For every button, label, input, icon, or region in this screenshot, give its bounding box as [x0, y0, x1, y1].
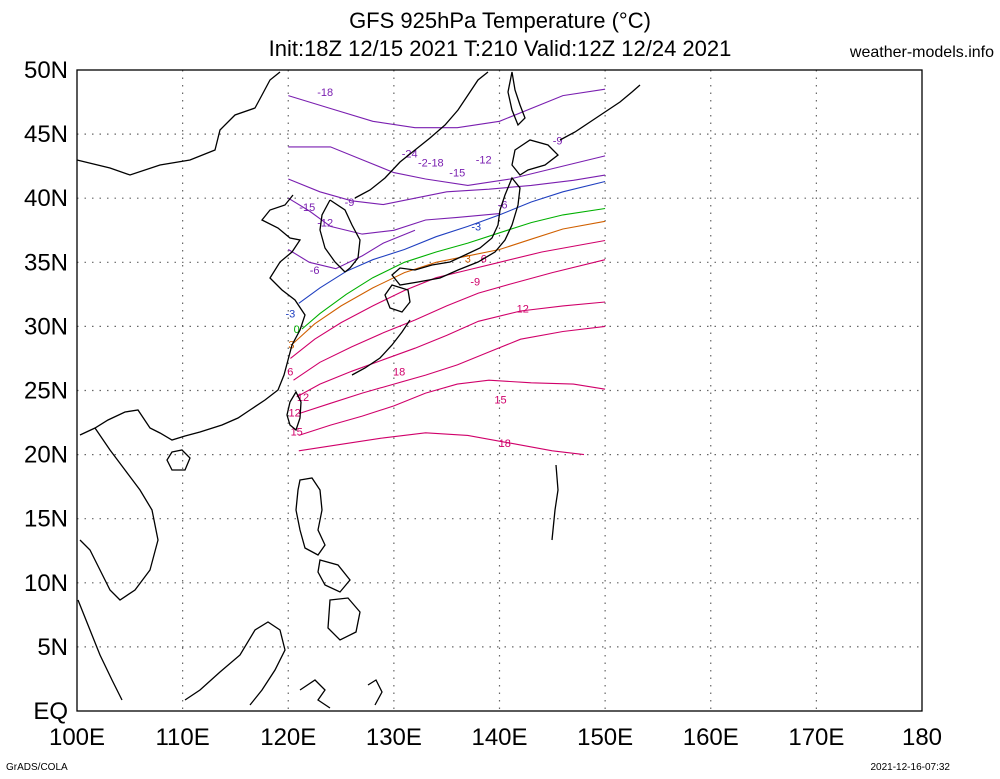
- lon-label: 100E: [49, 724, 105, 751]
- contour-line: [298, 180, 606, 304]
- contour-label: -15: [449, 168, 465, 180]
- contour-line: [298, 325, 606, 415]
- contour-label: 6: [481, 253, 487, 265]
- contour-line: [293, 220, 606, 344]
- lon-label: 140E: [471, 724, 527, 751]
- contour-label: -9: [470, 277, 480, 289]
- lat-label: 5N: [37, 634, 68, 661]
- footer-right: 2021-12-16-07:32: [870, 762, 950, 773]
- coastline-mindanao: [327, 597, 361, 641]
- coastline-borneo: [184, 621, 286, 706]
- coastline-visayas: [317, 559, 351, 593]
- contour-label: 18: [393, 366, 405, 378]
- contour-label: 12: [288, 407, 300, 419]
- contour-label: -2-18: [418, 157, 444, 169]
- lat-label: EQ: [33, 698, 68, 725]
- coastline-indochina: [79, 427, 159, 601]
- lon-label: 160E: [683, 724, 739, 751]
- lon-label: 130E: [366, 724, 422, 751]
- coastline-kurils: [559, 84, 641, 141]
- coastline-halmahera: [367, 679, 383, 706]
- contour-label: -6: [310, 265, 320, 277]
- lon-label: 110E: [155, 724, 209, 751]
- contour-line: [288, 197, 500, 235]
- lat-label: 30N: [24, 313, 68, 340]
- contour-label: -18: [317, 87, 333, 99]
- map-subtitle: Init:18Z 12/15 2021 T:210 Valid:12Z 12/2…: [268, 36, 732, 61]
- contour-label: -6: [498, 200, 508, 212]
- coastline-kyushu: [384, 284, 411, 313]
- coastline-russia: [354, 71, 489, 199]
- contour-line: [290, 239, 606, 359]
- contour-label: -9: [345, 197, 355, 209]
- lon-label: 150E: [577, 724, 633, 751]
- contour-label: 15: [291, 427, 303, 439]
- contour-label: -3: [471, 221, 481, 233]
- coastline-sakhalin: [507, 71, 526, 127]
- coastline-malay: [77, 599, 123, 701]
- coastline-asia: [76, 71, 306, 441]
- lat-label: 40N: [24, 185, 68, 212]
- lon-label: 170E: [788, 724, 844, 751]
- coastline-hokkaido: [511, 139, 559, 176]
- lat-label: 15N: [24, 506, 68, 533]
- lat-label: 35N: [24, 249, 68, 276]
- lat-label: 20N: [24, 442, 68, 469]
- contour-label: -12: [476, 155, 492, 167]
- lon-label: 120E: [260, 724, 316, 751]
- coastline-hainan: [166, 449, 191, 471]
- contour-line: [298, 432, 585, 456]
- contour-label: -15: [299, 202, 315, 214]
- contour-line: [296, 301, 606, 398]
- contour-label: 3: [465, 253, 471, 265]
- contour-line: [288, 229, 416, 270]
- coastline-marianas: [551, 464, 559, 541]
- coastline-taiwan: [286, 390, 302, 432]
- graticule-grid: [77, 70, 922, 711]
- contour-label: 15: [494, 394, 506, 406]
- lat-label: 10N: [24, 570, 68, 597]
- coastline-luzon: [295, 477, 326, 556]
- footer-left: GrADS/COLA: [6, 762, 68, 773]
- lat-label: 50N: [24, 57, 68, 84]
- plot-frame: [76, 69, 923, 712]
- site-credit: weather-models.info: [849, 44, 994, 61]
- contour-label: 18: [499, 438, 511, 450]
- latitude-labels: EQ 5N 10N 15N 20N 25N 30N 35N 40N 45N 50N: [24, 57, 68, 725]
- contour-label: -9: [553, 136, 563, 148]
- lat-label: 25N: [24, 378, 68, 405]
- contour-line: [301, 207, 606, 330]
- coastline-korea: [319, 199, 361, 273]
- longitude-labels: 100E 110E 120E 130E 140E 150E 160E 170E 180: [49, 724, 942, 751]
- contour-line: [288, 146, 606, 186]
- contour-label: 12: [517, 303, 529, 315]
- coastline-honshu: [391, 176, 521, 286]
- contour-line: [288, 88, 606, 129]
- lon-label: 180: [902, 724, 942, 751]
- contour-line: [293, 259, 606, 381]
- contour-line: [288, 174, 606, 206]
- contour-label: -3: [285, 309, 295, 321]
- coastline-sulawesi: [299, 679, 331, 709]
- coastlines: [76, 71, 641, 709]
- contour-label: 6: [287, 366, 293, 378]
- map-title: GFS 925hPa Temperature (°C): [349, 8, 651, 33]
- contour-label: 0: [294, 324, 300, 336]
- coastline-ryukyu: [351, 319, 411, 376]
- contour-line: [298, 379, 606, 436]
- lat-label: 45N: [24, 121, 68, 148]
